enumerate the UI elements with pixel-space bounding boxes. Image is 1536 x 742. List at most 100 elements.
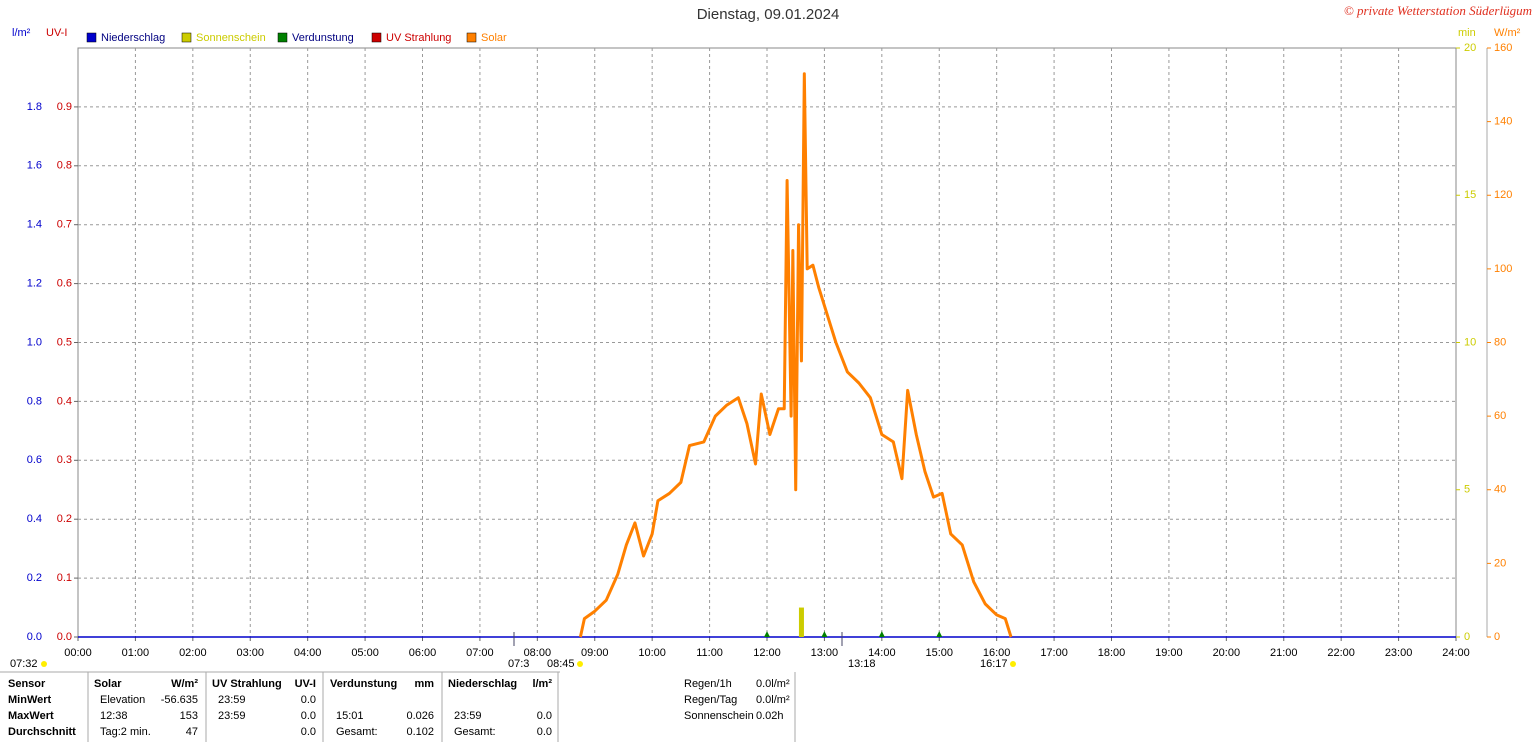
y-tick-label: 1.2: [27, 278, 42, 290]
cell-label: Gesamt:: [454, 726, 496, 738]
y4-tick-label: 5: [1464, 484, 1470, 496]
y-tick-label: 0.4: [27, 513, 42, 525]
x-tick-label: 10:00: [638, 647, 666, 659]
legend-swatch: [86, 32, 97, 43]
x-tick-label: 22:00: [1327, 647, 1355, 659]
cell-label: 12:38: [100, 710, 128, 722]
time-annotation: 07:3: [508, 658, 529, 670]
cell-value: 153: [180, 710, 198, 722]
y3-axis-label: UV-I: [46, 27, 67, 39]
evaporation-marker: [936, 631, 943, 637]
x-tick-label: 23:00: [1385, 647, 1413, 659]
summary-label: Regen/Tag: [684, 694, 737, 706]
legend-swatch: [371, 32, 382, 43]
y3-tick-label: 0.6: [57, 278, 72, 290]
y-tick-label: 1.6: [27, 160, 42, 172]
y3-tick-label: 0.7: [57, 219, 72, 231]
row-label: MaxWert: [8, 710, 54, 722]
cell-label: Elevation: [100, 694, 145, 706]
x-tick-label: 04:00: [294, 647, 322, 659]
y2-axis-label: W/m²: [1494, 27, 1521, 39]
y3-tick-label: 0.0: [57, 631, 72, 643]
y4-axis-label: min: [1458, 27, 1476, 39]
cell-value: 47: [186, 726, 198, 738]
y2-tick-label: 160: [1494, 42, 1512, 54]
x-tick-label: 08:00: [524, 647, 552, 659]
cell-value: 0.0: [537, 710, 552, 722]
x-tick-label: 21:00: [1270, 647, 1298, 659]
cell-label: 15:01: [336, 710, 364, 722]
x-tick-label: 05:00: [351, 647, 379, 659]
summary-value: 0.0l/m²: [756, 678, 790, 690]
y2-tick-label: 120: [1494, 189, 1512, 201]
x-tick-label: 06:00: [409, 647, 437, 659]
x-tick-label: 14:00: [868, 647, 896, 659]
group-unit: UV-I: [295, 678, 316, 690]
legend-swatch: [277, 32, 288, 43]
y-tick-label: 0.0: [27, 631, 42, 643]
y3-tick-label: 0.5: [57, 336, 72, 348]
evaporation-marker: [821, 631, 828, 637]
x-tick-label: 03:00: [236, 647, 264, 659]
group-name: UV Strahlung: [212, 678, 282, 690]
sun-marker: [577, 661, 583, 667]
time-annotation: 08:45: [547, 658, 575, 670]
y-tick-label: 0.6: [27, 454, 42, 466]
y-tick-label: 0.8: [27, 395, 42, 407]
group-name: Verdunstung: [330, 678, 397, 690]
sunshine-bar: [798, 607, 804, 637]
cell-label: Gesamt:: [336, 726, 378, 738]
x-tick-label: 19:00: [1155, 647, 1183, 659]
y2-tick-label: 40: [1494, 484, 1506, 496]
group-name: Niederschlag: [448, 678, 517, 690]
cell-value: 0.0: [301, 710, 316, 722]
x-tick-label: 13:00: [811, 647, 839, 659]
y2-tick-label: 140: [1494, 116, 1512, 128]
time-annotation: 13:18: [848, 658, 876, 670]
x-tick-label: 24:00: [1442, 647, 1470, 659]
time-annotation: 07:32: [10, 658, 38, 670]
y3-tick-label: 0.2: [57, 513, 72, 525]
y3-tick-label: 0.1: [57, 572, 72, 584]
cell-value: 0.0: [301, 726, 316, 738]
sun-marker: [1010, 661, 1016, 667]
y-tick-label: 1.8: [27, 101, 42, 113]
cell-value: -56.635: [161, 694, 198, 706]
cell-label: 23:59: [454, 710, 482, 722]
y2-tick-label: 0: [1494, 631, 1500, 643]
copyright: © private Wetterstation Süderlügum: [1344, 3, 1532, 18]
x-tick-label: 17:00: [1040, 647, 1068, 659]
evaporation-marker: [764, 631, 770, 637]
y4-tick-label: 15: [1464, 189, 1476, 201]
cell-value: 0.0: [537, 726, 552, 738]
y3-tick-label: 0.4: [57, 395, 72, 407]
y-axis-label: l/m²: [12, 27, 31, 39]
legend-label: Solar: [481, 32, 507, 44]
y2-tick-label: 80: [1494, 336, 1506, 348]
row-label: Sensor: [8, 678, 46, 690]
summary-label: Sonnenschein: [684, 710, 754, 722]
legend-label: UV Strahlung: [386, 32, 451, 44]
y-tick-label: 1.0: [27, 336, 42, 348]
cell-value: 0.026: [406, 710, 434, 722]
x-tick-label: 15:00: [925, 647, 953, 659]
time-annotation: 16:17: [980, 658, 1008, 670]
x-tick-label: 00:00: [64, 647, 92, 659]
summary-value: 0.02h: [756, 710, 784, 722]
x-tick-label: 12:00: [753, 647, 781, 659]
y2-tick-label: 20: [1494, 557, 1506, 569]
row-label: Durchschnitt: [8, 726, 76, 738]
y3-tick-label: 0.9: [57, 101, 72, 113]
legend-label: Sonnenschein: [196, 32, 266, 44]
summary-label: Regen/1h: [684, 678, 732, 690]
legend-label: Niederschlag: [101, 32, 165, 44]
y-tick-label: 0.2: [27, 572, 42, 584]
legend-swatch: [466, 32, 477, 43]
x-tick-label: 11:00: [696, 647, 723, 659]
x-tick-label: 07:00: [466, 647, 494, 659]
evaporation-marker: [878, 631, 885, 637]
y2-tick-label: 100: [1494, 263, 1512, 275]
cell-label: Tag:2 min.: [100, 726, 151, 738]
y4-tick-label: 20: [1464, 42, 1476, 54]
